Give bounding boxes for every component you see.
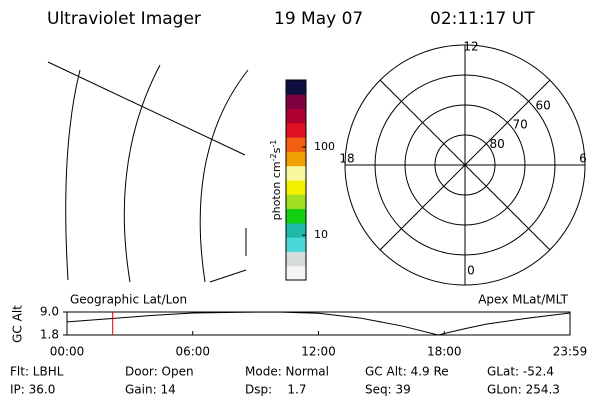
color-swatch xyxy=(286,94,306,110)
info-field: Gain: 14 xyxy=(125,383,176,397)
title: Ultraviolet Imager xyxy=(47,9,201,29)
color-swatch xyxy=(286,265,306,281)
info-field: Mode: Normal xyxy=(245,365,329,379)
colorbar-frame xyxy=(285,79,307,281)
info-field: Door: Open xyxy=(125,365,194,379)
color-swatch xyxy=(286,208,306,224)
label-part: -2 xyxy=(269,153,278,161)
mlt-label: 12 xyxy=(463,40,478,54)
info-panel: Flt: LBHL Door: Open Mode: Normal GC Alt: 4… xyxy=(10,365,560,397)
x-tick-label: 06:00 xyxy=(175,345,210,359)
alt-curve xyxy=(66,311,571,336)
lat-ring xyxy=(404,104,526,226)
info-field: Flt: LBHL xyxy=(10,365,64,379)
info-field: GLat: -52.4 xyxy=(487,365,554,379)
info-field: IP: 36.0 xyxy=(10,383,55,397)
lat-label: 60 xyxy=(535,98,550,112)
label-part: s xyxy=(270,147,283,153)
color-swatch xyxy=(286,237,306,252)
info-field: GLon: 254.3 xyxy=(487,383,560,397)
right-label: Apex MLat/MLT xyxy=(478,293,568,307)
color-swatch xyxy=(286,151,306,167)
color-swatch xyxy=(286,180,306,195)
polar-plot: 60 70 80 12 6 18 0 xyxy=(339,40,587,286)
y-tick-label: 9.0 xyxy=(40,305,59,319)
lat-label: 80 xyxy=(490,137,505,151)
date: 19 May 07 xyxy=(274,9,363,29)
color-swatch xyxy=(286,108,306,124)
colorbar-label: photon cm-2s-1 xyxy=(269,140,284,221)
mlt-label: 18 xyxy=(339,152,354,166)
color-swatch xyxy=(286,251,306,267)
info-field: Dsp: 1.7 xyxy=(245,383,307,397)
x-tick-label: 23:59 xyxy=(553,345,588,359)
colorbar-tick-label: 100 xyxy=(314,140,335,153)
label-part: photon cm xyxy=(270,161,283,220)
lat-ring xyxy=(374,74,556,256)
lat-label: 70 xyxy=(512,118,527,132)
color-swatch xyxy=(286,137,306,152)
geo-grid xyxy=(47,61,249,283)
color-swatch xyxy=(286,165,306,181)
time: 02:11:17 UT xyxy=(430,9,535,29)
y-tick-label: 1.8 xyxy=(40,328,59,342)
left-label: Geographic Lat/Lon xyxy=(70,293,187,307)
timeline: Geographic Lat/Lon Apex MLat/MLT GC Alt 9.0… xyxy=(11,293,588,359)
y-label: GC Alt xyxy=(11,305,25,343)
color-swatch xyxy=(286,194,306,210)
label-part: -1 xyxy=(269,140,278,148)
color-swatch xyxy=(286,122,306,138)
spoke xyxy=(379,79,551,251)
lat-ring xyxy=(434,134,496,196)
info-field: GC Alt: 4.9 Re xyxy=(365,365,449,379)
x-tick-label: 00:00 xyxy=(50,345,85,359)
mlt-label: 6 xyxy=(579,152,587,166)
color-swatch xyxy=(286,80,306,95)
colorbar-tick-label: 10 xyxy=(314,228,328,241)
x-tick-label: 12:00 xyxy=(301,345,336,359)
info-field: Seq: 39 xyxy=(365,383,411,397)
color-swatch xyxy=(286,222,306,238)
colorbar: 10 100 photon cm-2s-1 xyxy=(269,79,335,281)
mlt-label: 0 xyxy=(467,264,475,278)
x-tick-label: 18:00 xyxy=(427,345,462,359)
